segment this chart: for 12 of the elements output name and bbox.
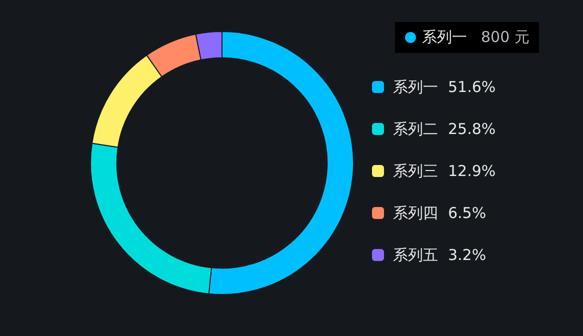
data-label: 51.6% — [448, 78, 496, 96]
legend-label: 系列四 — [393, 204, 438, 222]
legend-label: 系列五 — [393, 246, 438, 264]
data-label: 12.9% — [448, 162, 496, 180]
legend-label: 系列三 — [393, 162, 438, 180]
legend-label: 系列一 — [393, 78, 438, 96]
text: 800 元 — [481, 28, 530, 47]
category-label: 系列一 — [422, 28, 467, 46]
data-label: 6.5% — [448, 204, 486, 222]
data-label: 25.8% — [448, 120, 496, 138]
legend-label: 系列二 — [393, 120, 438, 138]
data-label: 3.2% — [448, 246, 486, 264]
